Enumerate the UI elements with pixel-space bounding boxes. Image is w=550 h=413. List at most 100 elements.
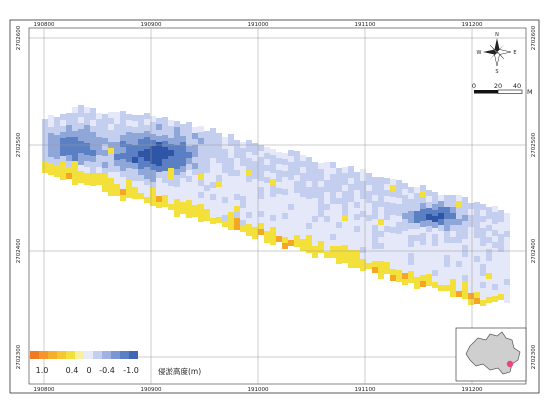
scale-unit: M (527, 88, 533, 96)
raster-cell (156, 136, 162, 142)
raster-cell (186, 212, 192, 218)
raster-cell (204, 143, 210, 149)
raster-cell (366, 227, 372, 233)
raster-cell (84, 173, 90, 179)
raster-cell (336, 198, 342, 204)
raster-cell (432, 216, 438, 222)
raster-cell (414, 205, 420, 211)
legend-swatch (102, 351, 111, 359)
raster-cell (72, 155, 78, 161)
raster-cell (282, 183, 288, 189)
raster-cell (144, 143, 150, 149)
raster-cell (330, 216, 336, 222)
raster-cell (498, 246, 504, 252)
raster-cell (120, 135, 126, 141)
raster-cell (216, 181, 222, 187)
raster-cell (300, 227, 306, 233)
raster-cell (72, 173, 78, 179)
raster-cell (276, 224, 282, 230)
raster-cell (492, 254, 498, 260)
raster-cell (90, 168, 96, 174)
raster-cell (144, 191, 150, 197)
raster-cell (84, 149, 90, 155)
raster-cell (150, 158, 156, 164)
raster-cell (432, 246, 438, 252)
raster-cell (282, 171, 288, 177)
raster-cell (354, 238, 360, 244)
raster-cell (102, 168, 108, 174)
raster-cell (462, 251, 468, 257)
raster-cell (216, 193, 222, 199)
raster-cell (192, 169, 198, 175)
raster-cell (252, 179, 258, 185)
raster-cell (228, 158, 234, 164)
raster-cell (108, 154, 114, 160)
raster-cell (210, 158, 216, 164)
raster-cell (348, 244, 354, 250)
raster-cell (126, 150, 132, 156)
raster-cell (402, 249, 408, 255)
raster-cell (438, 201, 444, 207)
raster-cell (456, 237, 462, 243)
raster-cell (42, 167, 48, 173)
raster-cell (456, 195, 462, 201)
x-tick-top-4: 191100 (355, 22, 376, 28)
raster-cell (318, 199, 324, 205)
raster-cell (492, 290, 498, 296)
raster-cell (78, 111, 84, 117)
raster-cell (342, 227, 348, 233)
raster-cell (330, 234, 336, 240)
raster-cell (354, 208, 360, 214)
raster-cell (336, 258, 342, 264)
raster-cell (312, 234, 318, 240)
raster-cell (108, 118, 114, 124)
raster-cell (396, 276, 402, 282)
raster-cell (450, 243, 456, 249)
raster-cell (252, 203, 258, 209)
raster-cell (66, 131, 72, 137)
legend-label-1: 1.0 (36, 366, 49, 375)
raster-cell (138, 193, 144, 199)
raster-cell (426, 232, 432, 238)
raster-cell (192, 205, 198, 211)
raster-cell (252, 161, 258, 167)
raster-cell (270, 185, 276, 191)
raster-cell (198, 174, 204, 180)
raster-cell (408, 199, 414, 205)
raster-cell (378, 183, 384, 189)
raster-cell (246, 152, 252, 158)
raster-cell (426, 280, 432, 286)
raster-cell (42, 143, 48, 149)
raster-cell (114, 130, 120, 136)
raster-cell (462, 287, 468, 293)
raster-cell (408, 187, 414, 193)
raster-cell (450, 267, 456, 273)
raster-cell (198, 216, 204, 222)
raster-cell (78, 129, 84, 135)
raster-cell (60, 132, 66, 138)
raster-cell (102, 126, 108, 132)
raster-cell (288, 174, 294, 180)
raster-cell (138, 133, 144, 139)
raster-cell (54, 147, 60, 153)
raster-cell (414, 259, 420, 265)
raster-cell (234, 194, 240, 200)
raster-cell (186, 128, 192, 134)
scale-label-20: 20 (494, 82, 502, 90)
raster-cell (234, 224, 240, 230)
raster-cell (360, 211, 366, 217)
raster-cell (216, 217, 222, 223)
raster-cell (144, 119, 150, 125)
raster-cell (138, 181, 144, 187)
raster-cell (210, 152, 216, 158)
raster-cell (270, 197, 276, 203)
raster-cell (96, 125, 102, 131)
raster-cell (198, 204, 204, 210)
raster-cell (468, 281, 474, 287)
raster-cell (246, 194, 252, 200)
raster-cell (432, 252, 438, 258)
raster-cell (306, 235, 312, 241)
raster-cell (60, 156, 66, 162)
map-inner-border (28, 27, 527, 385)
raster-cell (258, 175, 264, 181)
